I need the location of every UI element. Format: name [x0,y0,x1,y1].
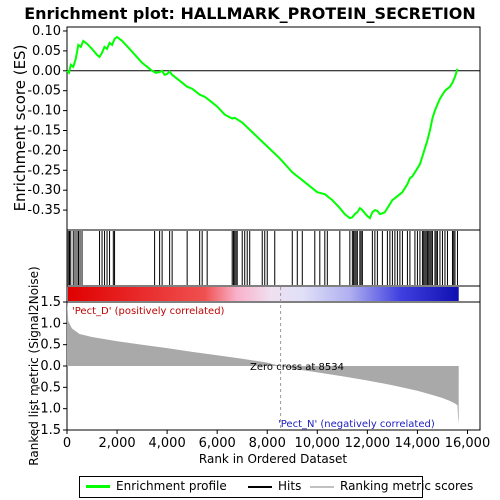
hits-panel [66,229,481,287]
enrichment-profile-line [66,35,459,220]
legend-gray-line-icon [310,485,334,488]
chart-legend: Enrichment profile Hits Ranking metric s… [79,476,473,498]
metric-y-tick-label: -1.5 [36,423,61,438]
negative-correlation-label: 'Pect_N' (negatively correlated) [278,419,435,430]
positive-correlation-label: 'Pect_D' (positively correlated) [72,306,225,317]
metric-y-tick-label: 1.5 [40,295,61,310]
legend-label: Ranking metric scores [340,479,474,493]
ranking-metric-area [67,299,459,424]
x-tick-label: 4,000 [149,436,186,451]
legend-item-hits: Hits [248,479,301,493]
x-tick-label: 0 [63,436,71,451]
es-panel [66,26,481,231]
es-y-tick-label: -0.35 [27,203,61,218]
legend-label: Hits [278,479,302,493]
metric-y-tick-label: -0.5 [36,380,61,395]
zero-cross-label: Zero cross at 8534 [250,362,344,373]
x-tick-label: 12,000 [345,436,391,451]
x-tick-label: 16,000 [445,436,491,451]
es-y-tick-label: -0.25 [27,163,61,178]
es-y-tick-label: -0.05 [27,84,61,99]
es-y-tick-label: -0.20 [27,143,61,158]
metric-y-axis-title: Ranked list metric (Signal2Noise) [27,266,41,465]
x-axis: 0 2,000 4,000 6,000 8,000 10,000 12,000 14,000 1… [63,430,490,451]
es-y-tick-label: -0.10 [27,104,61,119]
legend-green-line-icon [86,485,110,488]
metric-y-axis: 1.5 1.0 0.5 0.0 -0.5 -1.0 -1.5 [36,295,67,438]
es-y-axis-title: Enrichment score (ES) [11,45,29,212]
hits-marks [67,231,458,285]
legend-item-enrichment-profile: Enrichment profile [86,479,227,493]
rank-heat-gradient [68,287,459,301]
x-tick-label: 10,000 [295,436,341,451]
x-tick-label: 8,000 [249,436,286,451]
es-y-tick-label: 0.00 [32,64,61,79]
legend-item-ranking-metric: Ranking metric scores [310,479,473,493]
metric-y-tick-label: 0.5 [40,338,61,353]
es-y-axis: 0.10 0.05 0.00 -0.05 -0.10 -0.15 -0.20 -0.25 -0.… [27,24,67,218]
x-tick-label: 2,000 [98,436,135,451]
legend-label: Enrichment profile [116,479,227,493]
es-y-tick-label: 0.05 [32,44,61,59]
chart-title: Enrichment plot: HALLMARK_PROTEIN_SECRET… [24,4,476,23]
metric-y-tick-label: 0.0 [40,359,61,374]
x-tick-label: 6,000 [199,436,236,451]
es-y-tick-label: -0.15 [27,123,61,138]
es-y-tick-label: -0.30 [27,183,61,198]
x-axis-title: Rank in Ordered Dataset [199,452,347,466]
x-tick-label: 14,000 [395,436,441,451]
es-y-tick-label: 0.10 [32,24,61,39]
legend-black-line-icon [248,485,272,488]
metric-y-tick-label: 1.0 [40,316,61,331]
metric-y-tick-label: -1.0 [36,402,61,417]
